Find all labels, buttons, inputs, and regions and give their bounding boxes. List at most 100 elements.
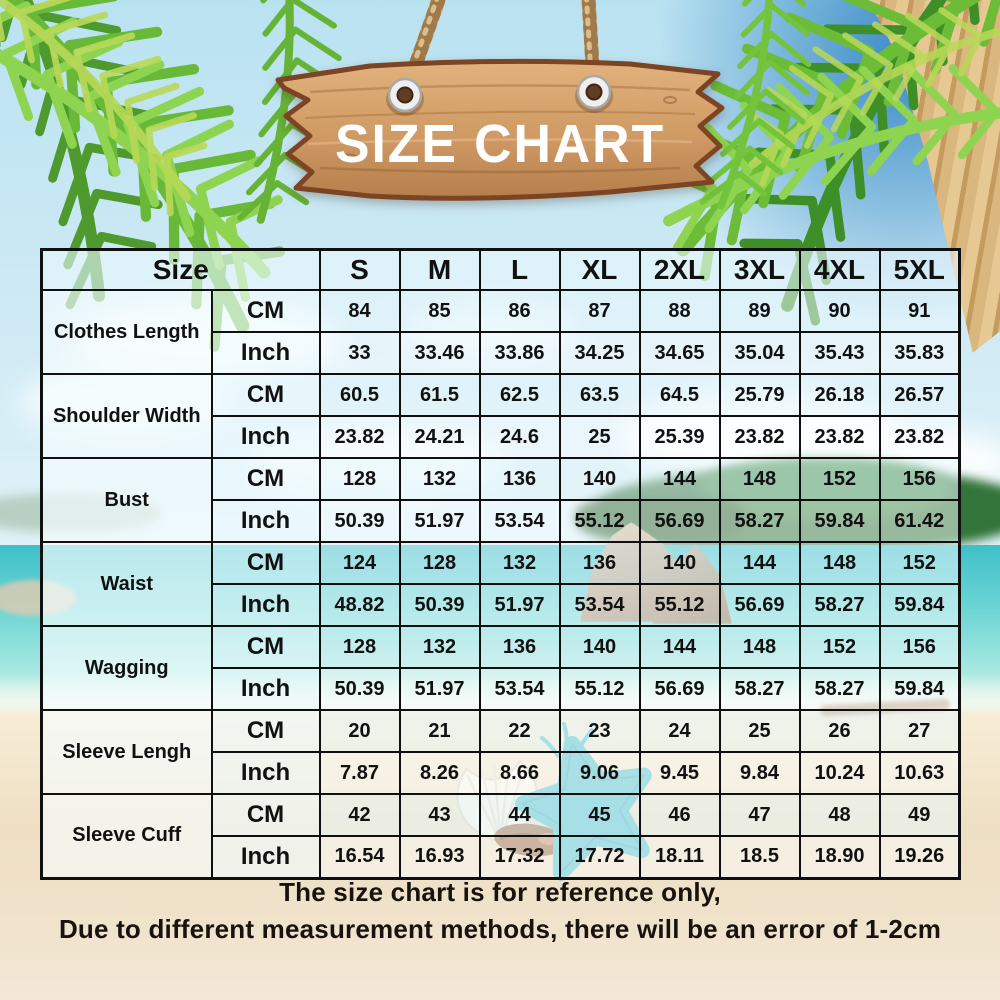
value-cell: 56.69 bbox=[718, 583, 801, 627]
value-cell: 51.97 bbox=[398, 499, 481, 543]
table-header-row: Size S M L XL 2XL 3XL 4XL 5XL bbox=[40, 248, 961, 291]
value-cell: 132 bbox=[398, 457, 481, 501]
value-cell: 24 bbox=[638, 709, 721, 753]
unit-cell: Inch bbox=[210, 751, 321, 795]
value-cell: 90 bbox=[798, 289, 881, 333]
unit-cell: Inch bbox=[210, 667, 321, 711]
value-cell: 35.04 bbox=[718, 331, 801, 375]
value-cell: 24.21 bbox=[398, 415, 481, 459]
value-cell: 48 bbox=[798, 793, 881, 837]
unit-cell: CM bbox=[210, 625, 321, 669]
value-cell: 49 bbox=[878, 793, 961, 837]
value-cell: 23.82 bbox=[798, 415, 881, 459]
value-cell: 128 bbox=[318, 625, 401, 669]
table-row: Inch 48.82 50.39 51.97 53.54 55.12 56.69 58.27 5… bbox=[42, 583, 961, 627]
value-cell: 148 bbox=[718, 625, 801, 669]
value-cell: 35.43 bbox=[798, 331, 881, 375]
footer-note: The size chart is for reference only, Du… bbox=[0, 874, 1000, 948]
value-cell: 45 bbox=[558, 793, 641, 837]
value-cell: 24.6 bbox=[478, 415, 561, 459]
value-cell: 140 bbox=[558, 457, 641, 501]
value-cell: 25 bbox=[718, 709, 801, 753]
value-cell: 35.83 bbox=[878, 331, 961, 375]
value-cell: 59.84 bbox=[798, 499, 881, 543]
value-cell: 8.26 bbox=[398, 751, 481, 795]
value-cell: 23.82 bbox=[718, 415, 801, 459]
table-row: Sleeve Cuff CM 42 43 44 45 46 47 48 49 bbox=[40, 793, 961, 879]
value-cell: 53.54 bbox=[558, 583, 641, 627]
value-cell: 43 bbox=[398, 793, 481, 837]
size-column-header: XL bbox=[558, 248, 641, 291]
size-column-header: M bbox=[398, 248, 481, 291]
value-cell: 58.27 bbox=[718, 499, 801, 543]
category-cell: Bust bbox=[40, 457, 213, 543]
value-cell: 53.54 bbox=[478, 499, 561, 543]
category-cell: Wagging bbox=[40, 625, 213, 711]
value-cell: 50.39 bbox=[398, 583, 481, 627]
value-cell: 26.57 bbox=[878, 373, 961, 417]
value-cell: 50.39 bbox=[318, 667, 401, 711]
value-cell: 22 bbox=[478, 709, 561, 753]
value-cell: 17.32 bbox=[478, 835, 561, 879]
category-cell: Sleeve Cuff bbox=[40, 793, 213, 879]
size-column-header: 4XL bbox=[798, 248, 881, 291]
unit-cell: CM bbox=[210, 457, 321, 501]
value-cell: 156 bbox=[878, 625, 961, 669]
unit-cell: CM bbox=[210, 289, 321, 333]
value-cell: 23 bbox=[558, 709, 641, 753]
value-cell: 50.39 bbox=[318, 499, 401, 543]
value-cell: 18.90 bbox=[798, 835, 881, 879]
value-cell: 144 bbox=[638, 457, 721, 501]
size-column-header: S bbox=[318, 248, 401, 291]
unit-cell: Inch bbox=[210, 835, 321, 879]
value-cell: 23.82 bbox=[318, 415, 401, 459]
table-row: Inch 33 33.46 33.86 34.25 34.65 35.04 35.43 35.8… bbox=[42, 331, 961, 375]
value-cell: 152 bbox=[798, 625, 881, 669]
category-cell: Shoulder Width bbox=[40, 373, 213, 459]
unit-cell: Inch bbox=[210, 415, 321, 459]
value-cell: 44 bbox=[478, 793, 561, 837]
unit-cell: CM bbox=[210, 541, 321, 585]
value-cell: 59.84 bbox=[878, 667, 961, 711]
grommet-right bbox=[575, 74, 613, 113]
size-column-header: 3XL bbox=[718, 248, 801, 291]
value-cell: 128 bbox=[398, 541, 481, 585]
value-cell: 46 bbox=[638, 793, 721, 837]
size-column-header: 2XL bbox=[638, 248, 721, 291]
value-cell: 144 bbox=[718, 541, 801, 585]
value-cell: 63.5 bbox=[558, 373, 641, 417]
value-cell: 33.86 bbox=[478, 331, 561, 375]
value-cell: 91 bbox=[878, 289, 961, 333]
value-cell: 56.69 bbox=[638, 667, 721, 711]
value-cell: 19.26 bbox=[878, 835, 961, 879]
table-row: Inch 16.54 16.93 17.32 17.72 18.11 18.5 18.90 19… bbox=[42, 835, 961, 879]
value-cell: 42 bbox=[318, 793, 401, 837]
value-cell: 136 bbox=[558, 541, 641, 585]
value-cell: 58.27 bbox=[798, 583, 881, 627]
value-cell: 132 bbox=[478, 541, 561, 585]
footer-line-1: The size chart is for reference only, bbox=[279, 877, 721, 907]
value-cell: 27 bbox=[878, 709, 961, 753]
value-cell: 148 bbox=[798, 541, 881, 585]
unit-cell: CM bbox=[210, 709, 321, 753]
value-cell: 9.45 bbox=[638, 751, 721, 795]
table-row: Waist CM 124 128 132 136 140 144 148 152 bbox=[40, 541, 961, 627]
table-row: Clothes Length CM 84 85 86 87 88 89 90 91 bbox=[40, 289, 961, 375]
value-cell: 9.06 bbox=[558, 751, 641, 795]
value-cell: 17.72 bbox=[558, 835, 641, 879]
table-row: Inch 7.87 8.26 8.66 9.06 9.45 9.84 10.24 10.63 bbox=[42, 751, 961, 795]
table-row: Bust CM 128 132 136 140 144 148 152 156 bbox=[40, 457, 961, 543]
table-row: Sleeve Lengh CM 20 21 22 23 24 25 26 27 bbox=[40, 709, 961, 795]
value-cell: 16.54 bbox=[318, 835, 401, 879]
size-column-header: L bbox=[478, 248, 561, 291]
value-cell: 7.87 bbox=[318, 751, 401, 795]
value-cell: 18.11 bbox=[638, 835, 721, 879]
value-cell: 55.12 bbox=[638, 583, 721, 627]
value-cell: 136 bbox=[478, 457, 561, 501]
unit-cell: Inch bbox=[210, 331, 321, 375]
value-cell: 56.69 bbox=[638, 499, 721, 543]
value-cell: 55.12 bbox=[558, 499, 641, 543]
value-cell: 85 bbox=[398, 289, 481, 333]
unit-cell: Inch bbox=[210, 499, 321, 543]
